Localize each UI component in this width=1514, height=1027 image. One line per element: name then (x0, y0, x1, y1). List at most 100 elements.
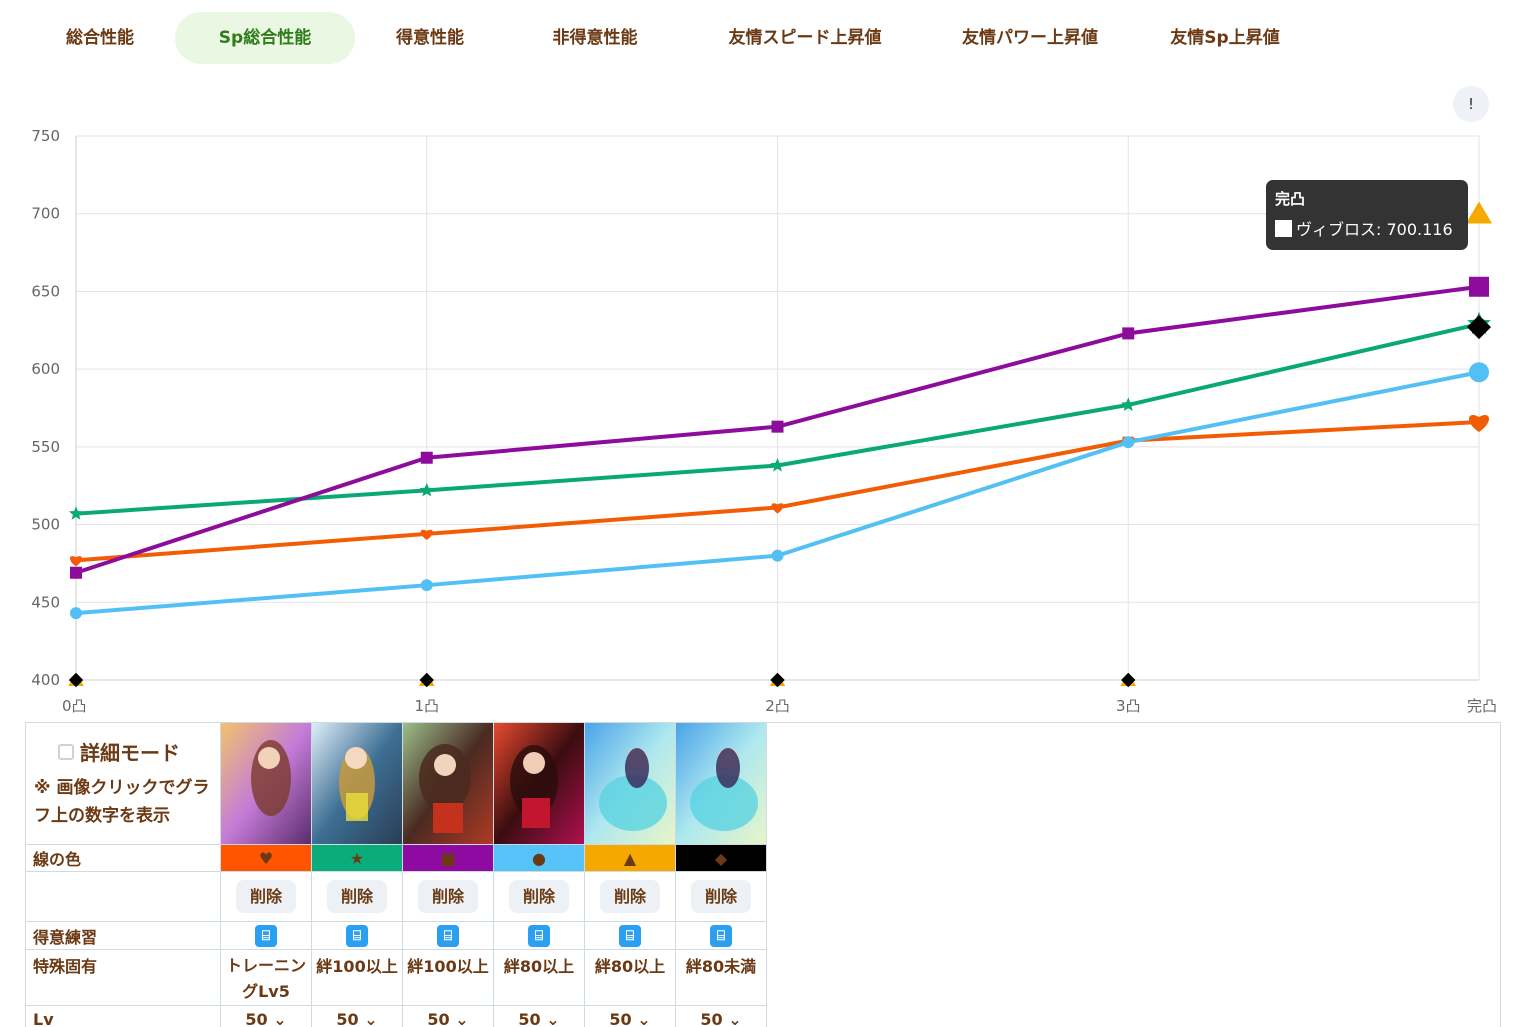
card-image-1[interactable] (220, 722, 312, 845)
color-chip-2: ★ (311, 844, 403, 872)
training-icon: ⌸ (710, 924, 732, 947)
row-label-delete (25, 871, 221, 922)
x-tick-label: 1凸 (414, 697, 439, 715)
color-chip-5: ▲ (584, 844, 676, 872)
data-point-heart (771, 503, 784, 514)
data-point-square (771, 420, 784, 433)
tab-non-specialty-performance[interactable]: 非得意性能 (552, 28, 638, 48)
tooltip-row: ヴィブロス: 700.116 (1275, 216, 1468, 240)
lv-select-2[interactable]: 50 ⌄ (311, 1005, 403, 1027)
y-tick-label: 700 (31, 205, 60, 223)
delete-button-3[interactable]: 削除 (418, 880, 478, 913)
data-point-diamond (1467, 315, 1491, 340)
x-tick-label: 2凸 (765, 697, 790, 715)
y-tick-label: 750 (31, 127, 60, 145)
card-image-5[interactable] (584, 722, 676, 845)
data-point-circle (420, 579, 433, 592)
lv-select-5[interactable]: 50 ⌄ (584, 1005, 676, 1027)
tooltip-label: ヴィブロス: 700.116 (1296, 220, 1453, 239)
delete-button-2[interactable]: 削除 (327, 880, 387, 913)
unique-effect-1: トレーニングLv5 (220, 949, 312, 1006)
delete-cell-5: 削除 (584, 871, 676, 922)
data-point-circle (1469, 362, 1489, 383)
training-cell-1: ⌸ (220, 921, 312, 950)
y-tick-label: 550 (31, 438, 60, 456)
tab-sp-total-performance[interactable]: Sp総合性能 (175, 12, 355, 64)
color-chip-1: ♥ (220, 844, 312, 872)
data-point-circle (1122, 436, 1135, 449)
delete-cell-3: 削除 (402, 871, 494, 922)
data-point-diamond (419, 672, 434, 688)
color-chip-4: ● (493, 844, 585, 872)
info-button[interactable]: ! (1453, 86, 1489, 122)
line-chart: 400 450 500 550 600 650 700 750 0凸 1凸 2凸 3凸 完凸 (31, 127, 1497, 715)
tab-friendship-speed[interactable]: 友情スピード上昇値 (728, 28, 882, 48)
row-label-specialty-training: 得意練習 (25, 921, 221, 950)
lv-select-1[interactable]: 50 ⌄ (220, 1005, 312, 1027)
data-point-diamond (770, 672, 785, 688)
tab-bar: 総合性能 Sp総合性能 得意性能 非得意性能 友情スピード上昇値 友情パワー上昇… (0, 12, 1514, 64)
color-chip-6: ◆ (675, 844, 767, 872)
x-tick-label: 3凸 (1116, 697, 1141, 715)
detail-mode-checkbox[interactable] (58, 743, 74, 760)
tab-friendship-sp[interactable]: 友情Sp上昇値 (1170, 28, 1280, 48)
diamond-icon: ◆ (714, 848, 728, 868)
data-point-star (419, 482, 434, 497)
delete-cell-4: 削除 (493, 871, 585, 922)
delete-button-6[interactable]: 削除 (691, 880, 751, 913)
delete-button-4[interactable]: 削除 (509, 880, 569, 913)
tooltip-title: 完凸 (1275, 190, 1306, 208)
training-cell-6: ⌸ (675, 921, 767, 950)
unique-effect-5: 絆80以上 (584, 949, 676, 1006)
training-cell-4: ⌸ (493, 921, 585, 950)
card-image-2[interactable] (311, 722, 403, 845)
star-icon: ★ (349, 848, 365, 868)
delete-button-5[interactable]: 削除 (600, 880, 660, 913)
data-point-circle (70, 607, 82, 620)
delete-button-1[interactable]: 削除 (236, 880, 296, 913)
unique-effect-4: 絆80以上 (493, 949, 585, 1006)
x-tick-label: 0凸 (62, 697, 87, 715)
unique-effect-6: 絆80未満 (675, 949, 767, 1006)
training-cell-5: ⌸ (584, 921, 676, 950)
data-point-heart (1468, 415, 1490, 432)
x-tick-label: 完凸 (1467, 697, 1497, 715)
training-icon: ⌸ (437, 924, 459, 947)
data-point-heart (69, 556, 83, 567)
data-point-diamond (68, 672, 84, 688)
data-point-heart (420, 529, 433, 540)
circle-icon: ● (532, 848, 546, 868)
lv-select-4[interactable]: 50 ⌄ (493, 1005, 585, 1027)
unique-effect-2: 絆100以上 (311, 949, 403, 1006)
training-icon: ⌸ (619, 924, 641, 947)
training-cell-3: ⌸ (402, 921, 494, 950)
training-cell-2: ⌸ (311, 921, 403, 950)
tab-friendship-power[interactable]: 友情パワー上昇値 (962, 28, 1098, 48)
y-tick-label: 450 (31, 593, 60, 611)
square-icon: ■ (440, 848, 456, 868)
y-tick-label: 600 (31, 360, 60, 378)
card-image-3[interactable] (402, 722, 494, 845)
y-tick-label: 400 (31, 671, 60, 689)
tab-total-performance[interactable]: 総合性能 (66, 28, 134, 48)
data-point-star (1121, 397, 1136, 411)
card-image-4[interactable] (493, 722, 585, 845)
y-tick-label: 500 (31, 516, 60, 534)
lv-select-6[interactable]: 50 ⌄ (675, 1005, 767, 1027)
card-image-6[interactable] (675, 722, 767, 845)
delete-cell-1: 削除 (220, 871, 312, 922)
data-point-square (1469, 276, 1489, 297)
data-point-square (420, 451, 433, 464)
detail-mode-label: 詳細モード (80, 741, 180, 765)
y-tick-label: 650 (31, 282, 60, 300)
heart-icon: ♥ (258, 848, 274, 868)
data-point-star (770, 458, 785, 472)
data-point-star (68, 506, 84, 520)
data-point-triangle (1466, 201, 1492, 224)
data-point-square (1122, 327, 1135, 340)
chart-tooltip: 完凸 ヴィブロス: 700.116 (1266, 180, 1468, 250)
training-icon: ⌸ (528, 924, 550, 947)
tab-specialty-performance[interactable]: 得意性能 (396, 28, 464, 48)
tooltip-swatch (1275, 219, 1292, 237)
lv-select-3[interactable]: 50 ⌄ (402, 1005, 494, 1027)
